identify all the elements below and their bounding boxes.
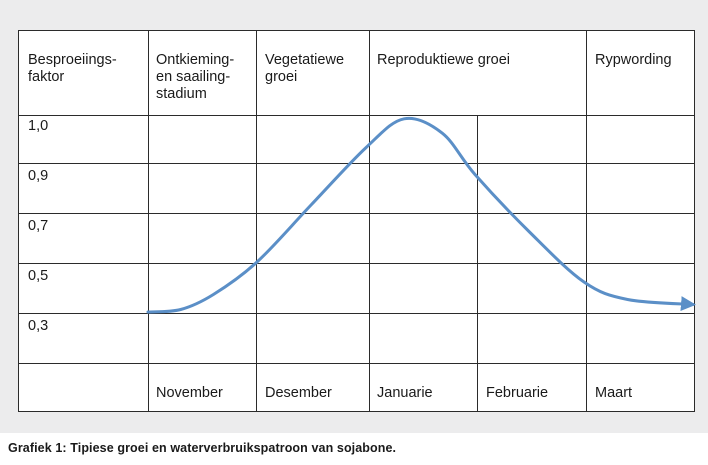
y-tick-label: 0,9 — [28, 168, 49, 184]
gridline — [19, 115, 694, 116]
gridline — [19, 313, 694, 314]
column-divider — [477, 115, 478, 411]
column-divider — [586, 31, 587, 411]
gridline — [19, 363, 694, 364]
stage-header: Vegetatiewe groei — [265, 52, 345, 85]
y-tick-label: 0,7 — [28, 218, 49, 234]
x-category-label: Desember — [265, 385, 332, 401]
y-tick-label: 0,3 — [28, 318, 49, 334]
water-use-curve — [146, 116, 696, 314]
column-divider — [148, 31, 149, 411]
chart-grid: Besproeiings- faktor Ontkieming- en saai… — [18, 30, 695, 412]
stage-header: Reproduktiewe groei — [377, 52, 510, 68]
x-category-label: Maart — [595, 385, 633, 401]
stage-header: Ontkieming- en saailing- stadium — [156, 52, 235, 102]
y-axis-label: Besproeiings- faktor — [28, 52, 117, 85]
gridline — [19, 213, 694, 214]
figure-frame: Besproeiings- faktor Ontkieming- en saai… — [0, 0, 708, 433]
gridline — [19, 163, 694, 164]
y-tick-label: 0,5 — [28, 268, 49, 284]
stage-header: Rypwording — [595, 52, 672, 68]
x-category-label: Februarie — [486, 385, 549, 401]
x-category-label: Januarie — [377, 385, 433, 401]
x-category-label: November — [156, 385, 223, 401]
figure-caption: Grafiek 1: Tipiese groei en waterverbrui… — [8, 441, 397, 455]
column-divider — [369, 31, 370, 411]
column-divider — [256, 31, 257, 411]
y-tick-label: 1,0 — [28, 118, 49, 134]
curve-layer — [146, 116, 696, 314]
gridline — [19, 263, 694, 264]
